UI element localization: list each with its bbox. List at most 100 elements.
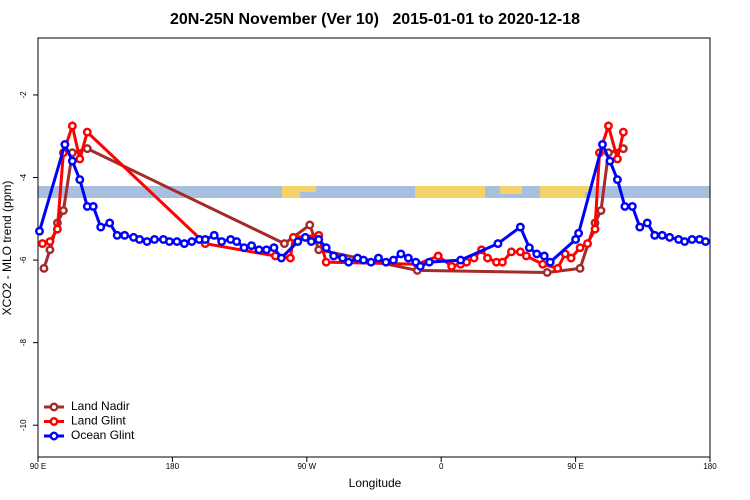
data-point [321,243,331,253]
data-point [172,237,182,246]
data-point [583,239,592,249]
map-strip [38,186,710,198]
data-point [247,241,256,251]
data-point [187,237,197,246]
data-point [58,206,68,216]
data-point [338,253,348,263]
data-point [590,224,600,234]
data-point [75,154,85,164]
data-point [164,237,174,246]
data-point [374,253,383,263]
data-point [67,156,77,166]
y-axis-label: XCO2 - MLO trend (ppm) [0,181,14,316]
y-tick-label: -6 [19,256,28,264]
data-point [642,218,652,228]
data-point [701,237,710,246]
data-point [366,257,376,267]
data-point [612,154,622,164]
data-point [135,235,144,244]
data-point [359,255,368,265]
data-point [605,156,615,166]
data-point [88,201,98,211]
data-point [52,224,62,234]
data-point [506,247,516,257]
x-tick-label: 90 E [567,462,583,471]
data-point [120,230,130,240]
data-point [538,259,548,269]
data-point [39,263,49,273]
data-point [45,245,55,255]
data-point [524,243,534,253]
y-tick-label: -10 [19,419,28,431]
data-point [305,220,315,230]
data-point [620,201,630,211]
data-point [612,175,622,185]
legend-marker [49,402,59,412]
data-point [627,201,637,211]
data-point [200,235,210,244]
x-tick-label: 0 [439,462,444,471]
data-point [82,127,92,137]
data-point [314,235,324,244]
data-point [598,140,607,149]
data-point [553,263,563,273]
data-point [521,251,531,261]
data-point [82,144,92,154]
data-point [574,228,584,238]
data-point [545,257,555,267]
data-point [67,121,77,131]
data-point [403,253,413,263]
data-point [239,243,249,253]
series-line [38,140,707,269]
data-point [497,257,507,267]
data-point [75,175,85,185]
data-point [285,253,295,263]
chart-title: 20N-25N November (Ver 10) 2015-01-01 to … [170,11,580,28]
legend-label: Ocean Glint [71,428,135,442]
data-point [424,257,434,267]
y-tick-label: -2 [19,91,28,99]
data-point [96,222,106,232]
data-point [306,237,316,246]
data-point [179,239,189,249]
data-point [217,237,227,246]
data-point [515,247,525,257]
data-point [279,239,289,249]
data-point [344,257,354,267]
series-line [42,147,624,274]
data-point [575,263,585,273]
data-point [276,253,286,263]
data-point [680,237,690,246]
legend-label: Land Glint [71,414,126,428]
x-tick-label: 90 E [30,462,46,471]
data-point [447,261,457,271]
data-point [665,232,675,242]
data-point [566,253,576,263]
data-point [105,218,115,228]
data-point [269,243,279,253]
y-tick-label: -8 [19,339,28,347]
data-point [539,251,549,261]
data-point [60,140,70,149]
y-tick-label: -4 [19,173,28,181]
data-point [381,257,391,267]
data-point [532,249,542,259]
data-point [542,268,552,277]
data-point [396,249,406,259]
data-point [262,245,271,255]
data-point [657,230,667,240]
data-point [433,251,443,261]
data-point [38,239,47,249]
data-point [293,237,303,246]
data-point [142,237,152,246]
data-point [618,127,628,137]
data-point [300,232,310,242]
data-point [35,226,44,236]
plot-frame [37,37,711,458]
data-point [329,251,339,261]
data-point [687,235,697,244]
x-axis-label: Longitude [349,476,402,490]
data-point [209,230,219,240]
